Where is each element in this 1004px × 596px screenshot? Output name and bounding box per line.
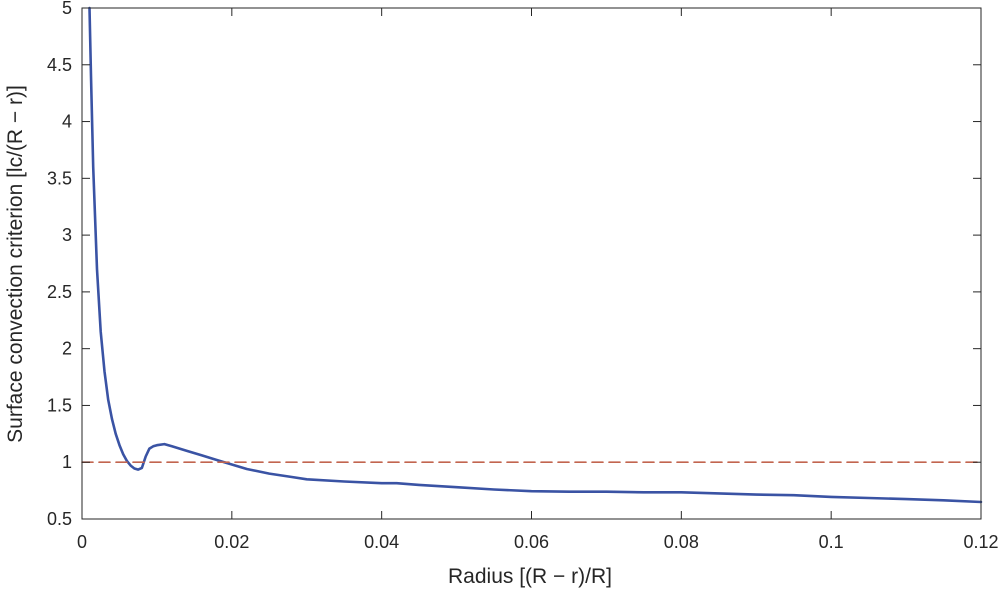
- x-tick-label: 0: [77, 532, 87, 552]
- y-tick-label: 1.5: [47, 395, 72, 415]
- x-tick-label: 0.02: [214, 532, 249, 552]
- y-axis-label: Surface convection criterion [lc/(R − r)…: [4, 85, 27, 443]
- y-axis-ticks: 0.5 1 1.5 2 2.5 3 3.5 4 4.5 5: [47, 0, 981, 529]
- y-tick-label: 3: [62, 225, 72, 245]
- axes-frame: [81, 7, 982, 520]
- x-axis-label: Radius [(R − r)/R]: [448, 565, 612, 588]
- x-tick-label: 0.08: [664, 532, 699, 552]
- y-tick-label: 0.5: [47, 509, 72, 529]
- y-tick-label: 2: [62, 339, 72, 359]
- plot-area: [81, 6, 983, 520]
- y-tick-label: 2.5: [47, 282, 72, 302]
- y-tick-label: 4.5: [47, 55, 72, 75]
- y-tick-label: 4: [62, 112, 72, 132]
- x-tick-label: 0.04: [364, 532, 399, 552]
- x-axis-ticks: 0 0.02 0.04 0.06 0.08 0.1 0.12: [77, 8, 999, 552]
- y-tick-label: 3.5: [47, 168, 72, 188]
- y-tick-label: 1: [62, 452, 72, 472]
- x-tick-label: 0.1: [819, 532, 844, 552]
- criterion-line: [88, 6, 983, 504]
- y-tick-label: 5: [62, 0, 72, 18]
- x-tick-label: 0.06: [514, 532, 549, 552]
- x-tick-label: 0.12: [963, 532, 998, 552]
